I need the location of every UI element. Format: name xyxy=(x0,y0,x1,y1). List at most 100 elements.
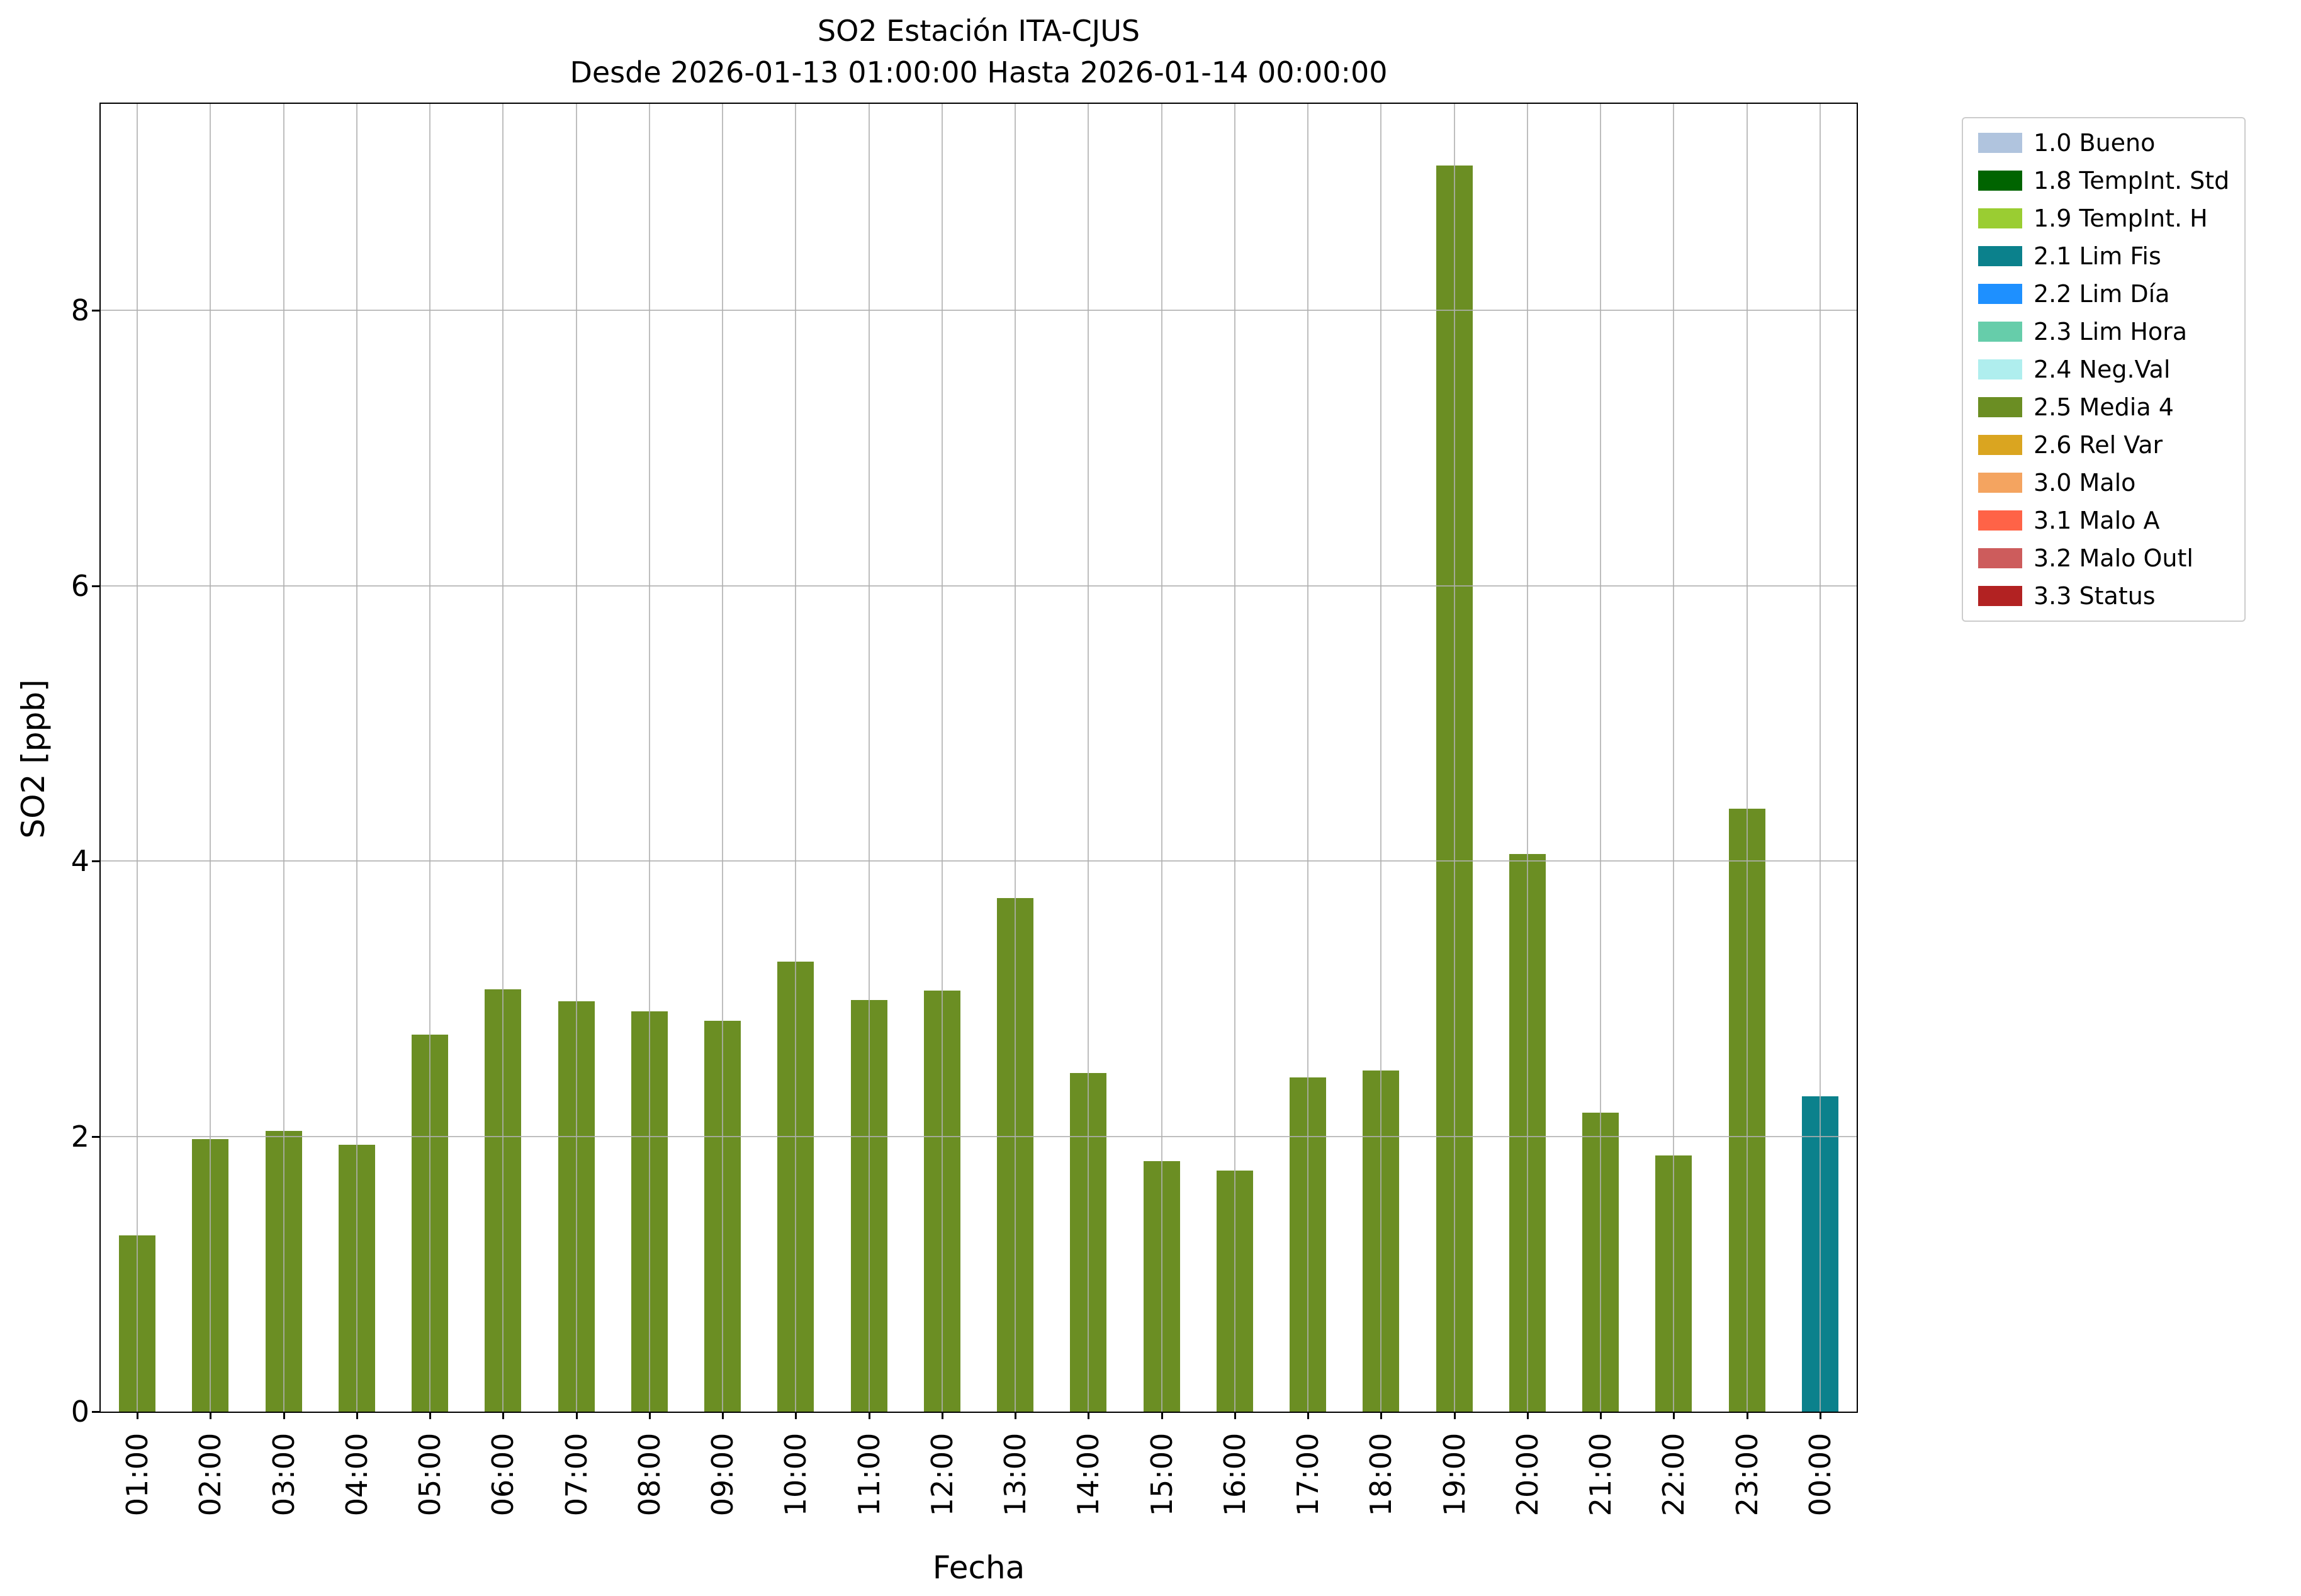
chart-title: SO2 Estación ITA-CJUS xyxy=(817,14,1140,48)
v-gridline xyxy=(648,104,650,1412)
v-gridline xyxy=(1015,104,1016,1412)
x-tick-mark xyxy=(941,1412,943,1419)
legend-item: 1.9 TempInt. H xyxy=(1978,204,2229,233)
legend-swatch xyxy=(1978,208,2022,228)
y-tick-label: 6 xyxy=(70,568,89,603)
x-tick-label: 09:00 xyxy=(706,1432,740,1517)
legend-swatch xyxy=(1978,548,2022,568)
chart-title-block: SO2 Estación ITA-CJUS Desde 2026-01-13 0… xyxy=(99,10,1858,93)
v-gridline xyxy=(1088,104,1089,1412)
x-tick-label: 01:00 xyxy=(120,1432,155,1517)
x-tick-mark xyxy=(1307,1412,1310,1419)
v-gridline xyxy=(941,104,943,1412)
x-tick-label: 14:00 xyxy=(1071,1432,1106,1517)
y-tick-label: 4 xyxy=(70,844,89,879)
v-gridline xyxy=(1819,104,1821,1412)
legend-item: 2.4 Neg.Val xyxy=(1978,355,2229,384)
x-tick-mark xyxy=(648,1412,651,1419)
plot-area xyxy=(99,103,1858,1413)
legend-label: 3.3 Status xyxy=(2034,582,2156,610)
legend-swatch xyxy=(1978,322,2022,342)
y-tick-mark xyxy=(92,1411,99,1413)
x-tick-mark xyxy=(1526,1412,1529,1419)
x-tick-mark xyxy=(429,1412,432,1419)
x-tick-mark xyxy=(795,1412,797,1419)
x-tick-label: 12:00 xyxy=(925,1432,959,1517)
x-tick-label: 17:00 xyxy=(1291,1432,1325,1517)
legend-item: 3.3 Status xyxy=(1978,582,2229,610)
legend-swatch xyxy=(1978,133,2022,153)
legend-swatch xyxy=(1978,586,2022,606)
x-tick-label: 20:00 xyxy=(1510,1432,1544,1517)
x-tick-mark xyxy=(575,1412,578,1419)
x-tick-mark xyxy=(137,1412,139,1419)
x-tick-label: 13:00 xyxy=(998,1432,1033,1517)
legend-item: 1.8 TempInt. Std xyxy=(1978,166,2229,195)
x-tick-label: 08:00 xyxy=(632,1432,667,1517)
v-gridline xyxy=(1526,104,1528,1412)
legend-swatch xyxy=(1978,510,2022,531)
legend-label: 2.5 Media 4 xyxy=(2034,393,2174,421)
x-tick-label: 19:00 xyxy=(1437,1432,1471,1517)
x-tick-mark xyxy=(1234,1412,1236,1419)
v-gridline xyxy=(137,104,138,1412)
x-tick-mark xyxy=(210,1412,212,1419)
gridlines-layer xyxy=(101,104,1857,1412)
x-axis-label: Fecha xyxy=(932,1549,1025,1586)
x-tick-label: 16:00 xyxy=(1217,1432,1252,1517)
x-tick-label: 23:00 xyxy=(1730,1432,1764,1517)
v-gridline xyxy=(1673,104,1675,1412)
v-gridline xyxy=(1746,104,1748,1412)
y-tick-label: 8 xyxy=(70,293,89,328)
x-tick-label: 07:00 xyxy=(559,1432,594,1517)
legend-item: 2.6 Rel Var xyxy=(1978,430,2229,459)
legend-label: 1.9 TempInt. H xyxy=(2034,205,2208,232)
legend-swatch xyxy=(1978,435,2022,455)
h-gridline xyxy=(101,1135,1857,1137)
v-gridline xyxy=(1234,104,1235,1412)
y-tick-mark xyxy=(92,860,99,863)
v-gridline xyxy=(502,104,504,1412)
legend-swatch xyxy=(1978,246,2022,266)
legend-item: 3.0 Malo xyxy=(1978,468,2229,497)
legend-item: 3.2 Malo Outl xyxy=(1978,544,2229,573)
v-gridline xyxy=(429,104,431,1412)
legend-label: 1.0 Bueno xyxy=(2034,129,2156,157)
legend-items: 1.0 Bueno 1.8 TempInt. Std 1.9 TempInt. H 2… xyxy=(1978,128,2229,610)
x-tick-mark xyxy=(502,1412,505,1419)
x-tick-label: 10:00 xyxy=(779,1432,813,1517)
x-tick-mark xyxy=(1600,1412,1602,1419)
legend-label: 2.3 Lim Hora xyxy=(2034,318,2188,346)
v-gridline xyxy=(356,104,357,1412)
legend-item: 2.3 Lim Hora xyxy=(1978,317,2229,346)
v-gridline xyxy=(1453,104,1455,1412)
x-tick-label: 11:00 xyxy=(852,1432,886,1517)
v-gridline xyxy=(1161,104,1162,1412)
v-gridline xyxy=(868,104,870,1412)
x-tick-label: 05:00 xyxy=(413,1432,447,1517)
y-tick-mark xyxy=(92,310,99,312)
legend-swatch xyxy=(1978,359,2022,379)
legend-label: 3.2 Malo Outl xyxy=(2034,544,2193,572)
legend-item: 2.1 Lim Fis xyxy=(1978,242,2229,271)
x-tick-label: 22:00 xyxy=(1657,1432,1691,1517)
legend-label: 2.2 Lim Día xyxy=(2034,280,2170,308)
x-tick-mark xyxy=(1161,1412,1163,1419)
legend-label: 2.4 Neg.Val xyxy=(2034,356,2171,383)
v-gridline xyxy=(1307,104,1309,1412)
x-tick-label: 21:00 xyxy=(1584,1432,1618,1517)
v-gridline xyxy=(1600,104,1602,1412)
v-gridline xyxy=(210,104,211,1412)
legend-swatch xyxy=(1978,171,2022,191)
v-gridline xyxy=(283,104,284,1412)
x-tick-mark xyxy=(356,1412,358,1419)
x-tick-mark xyxy=(1453,1412,1456,1419)
x-tick-mark xyxy=(1088,1412,1090,1419)
legend-label: 3.0 Malo xyxy=(2034,469,2136,497)
x-tick-label: 06:00 xyxy=(486,1432,520,1517)
x-tick-mark xyxy=(283,1412,285,1419)
x-tick-label: 18:00 xyxy=(1364,1432,1398,1517)
chart-subtitle: Desde 2026-01-13 01:00:00 Hasta 2026-01-… xyxy=(570,55,1388,89)
legend-label: 3.1 Malo A xyxy=(2034,507,2160,534)
